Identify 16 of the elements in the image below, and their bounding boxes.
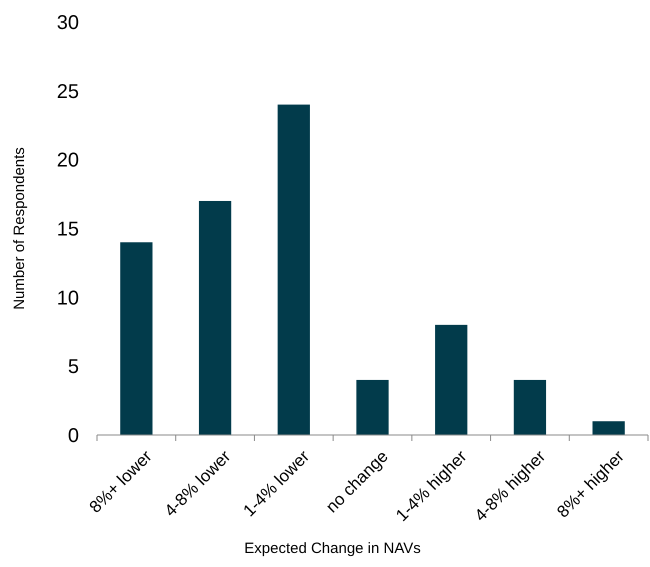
- y-tick-label: 5: [68, 356, 79, 378]
- y-tick-label: 0: [68, 425, 79, 447]
- y-tick-label: 30: [56, 12, 79, 34]
- y-tick-label: 25: [56, 80, 79, 103]
- x-axis-title: Expected Change in NAVs: [244, 540, 421, 557]
- y-tick-label: 10: [56, 287, 79, 310]
- bar: [198, 200, 232, 435]
- bar: [514, 380, 546, 435]
- y-axis-title: Number of Respondents: [11, 147, 28, 310]
- y-tick-label: 20: [56, 150, 79, 172]
- bar: [278, 104, 310, 435]
- y-tick-label: 15: [56, 218, 79, 240]
- bar: [120, 242, 152, 435]
- bar: [356, 380, 389, 435]
- bar: [435, 324, 468, 435]
- bar: [592, 421, 625, 435]
